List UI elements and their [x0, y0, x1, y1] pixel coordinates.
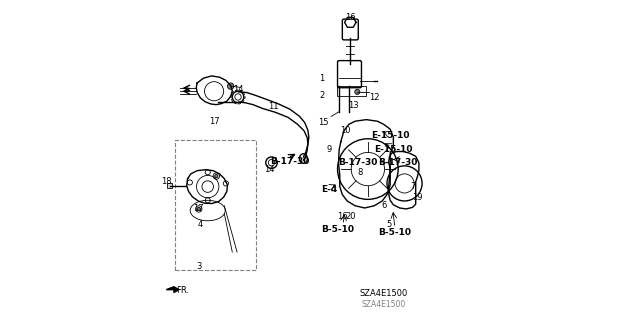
Text: 11: 11 — [269, 102, 279, 111]
Text: 14: 14 — [264, 165, 274, 174]
Text: 13: 13 — [348, 101, 359, 110]
FancyBboxPatch shape — [167, 183, 172, 188]
Text: 9: 9 — [327, 145, 332, 154]
Text: B-5-10: B-5-10 — [378, 228, 412, 237]
Text: 4: 4 — [198, 220, 203, 229]
Text: E-15-10: E-15-10 — [374, 145, 413, 154]
Text: 10: 10 — [340, 126, 351, 135]
Text: 12: 12 — [369, 93, 380, 102]
Text: 16: 16 — [337, 212, 348, 221]
Text: B-17-30: B-17-30 — [270, 157, 309, 166]
Bar — [337, 86, 365, 96]
Text: 8: 8 — [357, 168, 363, 177]
Text: FR.: FR. — [175, 286, 189, 295]
Text: 14: 14 — [234, 85, 244, 94]
Text: SZA4E1500: SZA4E1500 — [362, 300, 406, 309]
Text: 2: 2 — [319, 91, 324, 100]
Text: SZA4E1500: SZA4E1500 — [360, 289, 408, 298]
Text: B-17-30: B-17-30 — [378, 158, 418, 167]
Text: 19: 19 — [412, 193, 422, 202]
Text: 18: 18 — [161, 177, 172, 186]
Bar — [175, 140, 256, 270]
Text: 1: 1 — [319, 74, 324, 83]
Polygon shape — [166, 287, 179, 293]
Text: 5: 5 — [386, 220, 391, 229]
Text: 7: 7 — [410, 182, 415, 191]
Text: E-4: E-4 — [321, 185, 338, 194]
Circle shape — [215, 174, 218, 178]
Text: 15: 15 — [318, 118, 328, 127]
Text: 17: 17 — [193, 204, 204, 213]
Text: 16: 16 — [345, 13, 356, 22]
Text: B-17-30: B-17-30 — [339, 158, 378, 167]
Circle shape — [197, 207, 200, 211]
Text: 3: 3 — [196, 262, 202, 271]
Text: B-5-10: B-5-10 — [321, 225, 354, 234]
Text: E-15-10: E-15-10 — [371, 131, 410, 140]
Text: 20: 20 — [345, 212, 356, 221]
Text: 6: 6 — [381, 201, 387, 210]
Circle shape — [355, 89, 360, 94]
Text: 17: 17 — [209, 117, 220, 126]
Circle shape — [227, 83, 234, 89]
